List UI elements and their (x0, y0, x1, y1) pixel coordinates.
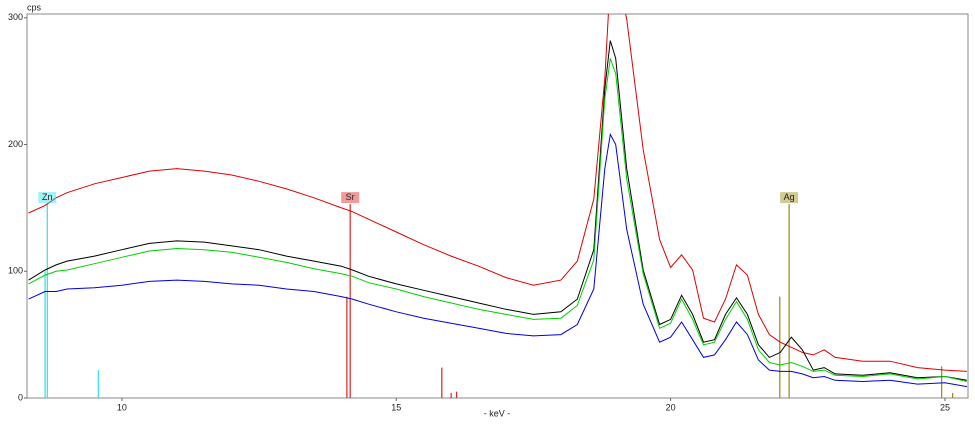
spectrum-line (28, 40, 967, 381)
x-tick-label: 20 (666, 402, 676, 412)
element-label-box (780, 192, 799, 204)
x-tick-label: 10 (117, 402, 127, 412)
y-tick-label: 300 (8, 12, 23, 22)
spectrum-line (28, 132, 967, 388)
element-label: Zn (42, 192, 53, 202)
plot-area (28, 14, 968, 398)
y-tick-label: 200 (8, 139, 23, 149)
x-tick-label: 25 (940, 402, 950, 412)
y-tick-label: 100 (8, 266, 23, 276)
element-label-box (341, 192, 360, 204)
element-label-box (38, 192, 57, 204)
spectrum-line (28, 58, 968, 382)
y-axis-label: cps (27, 2, 42, 12)
element-label: Ag (784, 192, 795, 202)
element-label: Sr (346, 192, 355, 202)
y-tick-label: 0 (18, 392, 23, 402)
x-tick-label: 15 (391, 402, 401, 412)
plot-frame (26, 13, 969, 399)
spectrum-line (28, 14, 967, 372)
x-axis-label: - keV - (484, 408, 511, 418)
